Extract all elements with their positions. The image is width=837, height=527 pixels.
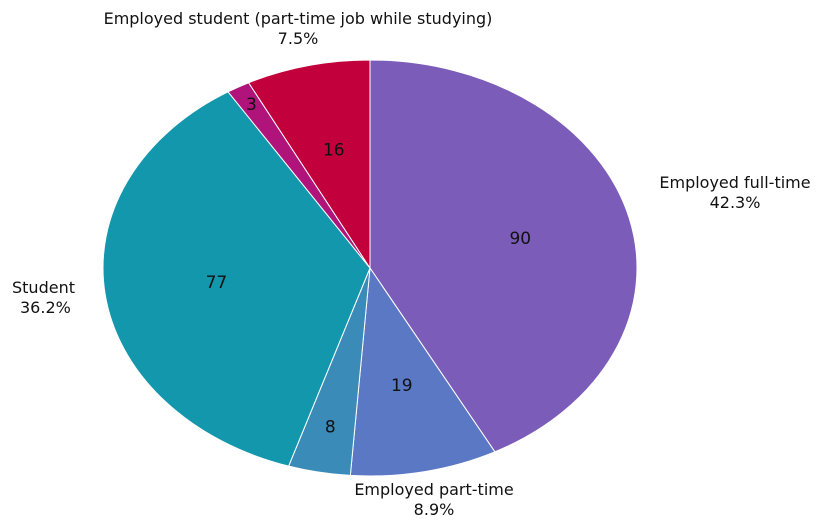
slice-value-label: 77	[206, 273, 228, 293]
slice-percent-label: 7.5%	[278, 29, 319, 48]
slice-value-label: 8	[325, 417, 336, 437]
pie-slice-1	[369, 59, 638, 453]
slice-percent-label: 8.9%	[414, 500, 455, 519]
pie-slice-2	[349, 266, 496, 477]
slice-percent-label: 36.2%	[20, 298, 71, 317]
slice-value-label: 19	[391, 376, 413, 396]
slice-value-label: 90	[509, 229, 531, 249]
slice-percent-label: 42.3%	[710, 193, 761, 212]
slice-category-label: Employed full-time	[659, 173, 810, 192]
slice-value-label: 16	[323, 141, 345, 161]
slice-value-label: 3	[246, 95, 257, 115]
pie-slice-6	[247, 59, 371, 270]
slice-category-label: Employed part-time	[354, 480, 513, 499]
slice-category-label: Student	[12, 278, 75, 297]
slice-category-label: Employed student (part-time job while st…	[104, 9, 493, 28]
